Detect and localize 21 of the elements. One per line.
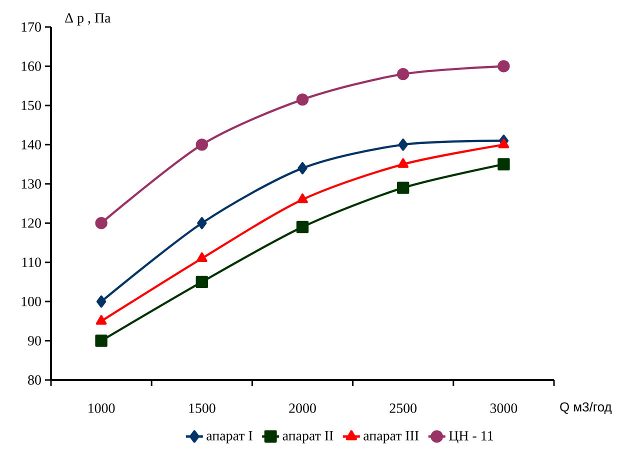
y-tick-label: 80 — [28, 375, 41, 385]
y-tick-label: 100 — [22, 296, 41, 306]
x-tick-label: 1500 — [189, 404, 216, 413]
x-tick-label: 2500 — [390, 404, 417, 413]
y-tick-label: 170 — [22, 22, 41, 32]
y-tick-label: 110 — [22, 258, 41, 268]
x-tick-label: 2000 — [289, 404, 316, 413]
y-axis-title: Δ p , Па — [65, 13, 111, 26]
x-tick-label: 1000 — [88, 404, 115, 413]
x-tick-label: 3000 — [490, 404, 518, 413]
y-tick-label: 130 — [22, 179, 41, 189]
legend-label: апарат III — [364, 431, 419, 444]
legend-label: апарат II — [282, 431, 334, 444]
legend-label: ЦН - 11 — [449, 431, 493, 444]
legend-label: апарат I — [206, 431, 252, 444]
x-axis-title: Q м3/год — [560, 402, 612, 414]
y-tick-label: 160 — [22, 62, 41, 71]
y-tick-label: 140 — [22, 140, 41, 150]
y-tick-label: 150 — [22, 100, 41, 110]
y-tick-label: 120 — [22, 218, 41, 228]
y-tick-label: 90 — [28, 336, 41, 346]
